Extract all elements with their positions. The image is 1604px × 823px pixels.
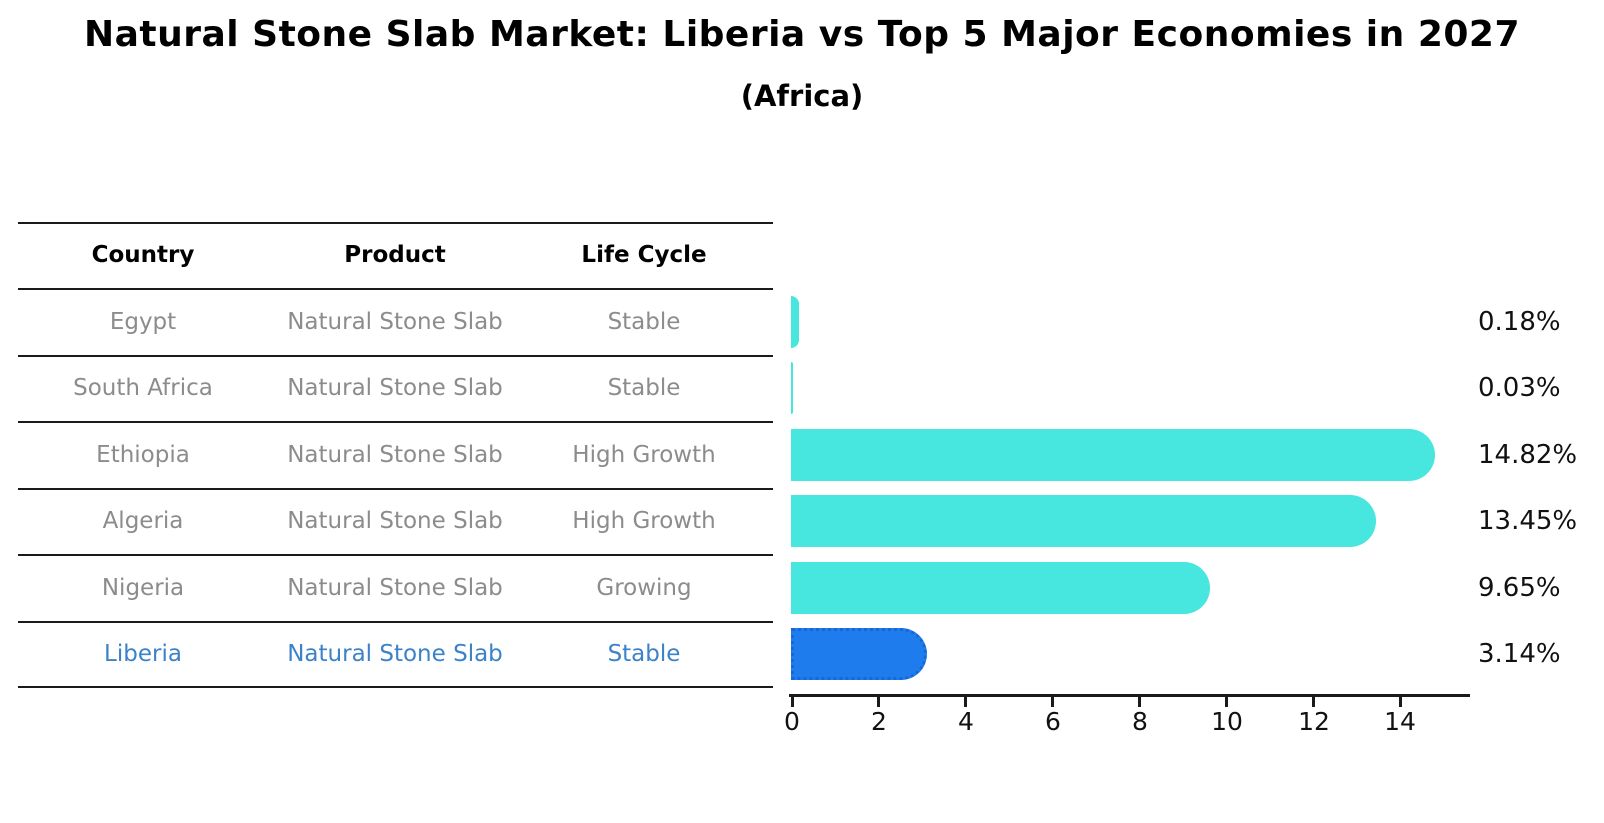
bar-value-label-algeria: 13.45% <box>1478 506 1578 536</box>
life-cycle-cell: Stable <box>607 641 681 667</box>
bar-liberia <box>791 628 927 680</box>
country-cell: South Africa <box>73 375 213 401</box>
x-axis-tick <box>1051 697 1054 707</box>
chart-subtitle: (Africa) <box>740 79 864 113</box>
x-axis-tick <box>1138 697 1141 707</box>
x-axis-tick-label: 4 <box>958 707 974 736</box>
row-rule <box>18 355 773 357</box>
x-axis-tick-label: 2 <box>871 707 887 736</box>
x-axis-tick-label: 0 <box>784 707 800 736</box>
column-header-country: Country <box>91 242 195 268</box>
product-cell: Natural Stone Slab <box>287 575 503 601</box>
bar-ethiopia <box>791 429 1435 481</box>
bar-value-label-liberia: 3.14% <box>1478 639 1561 669</box>
table-top-rule <box>18 222 773 224</box>
chart-title: Natural Stone Slab Market: Liberia vs To… <box>83 14 1521 55</box>
row-rule <box>18 488 773 490</box>
life-cycle-cell: High Growth <box>572 442 716 468</box>
life-cycle-cell: Growing <box>596 575 692 601</box>
product-cell: Natural Stone Slab <box>287 375 503 401</box>
country-cell: Ethiopia <box>96 442 190 468</box>
country-cell: Liberia <box>104 641 182 667</box>
x-axis-tick-label: 12 <box>1298 707 1330 736</box>
bar-south-africa <box>791 362 793 414</box>
country-cell: Algeria <box>102 508 184 534</box>
country-cell: Nigeria <box>101 575 185 601</box>
row-rule <box>18 421 773 423</box>
bar-value-label-egypt: 0.18% <box>1478 307 1561 337</box>
life-cycle-cell: Stable <box>607 309 681 335</box>
country-cell: Egypt <box>109 309 177 335</box>
x-axis-spine <box>789 694 1470 697</box>
x-axis-tick-label: 10 <box>1211 707 1243 736</box>
product-cell: Natural Stone Slab <box>287 309 503 335</box>
row-rule <box>18 554 773 556</box>
x-axis-tick-label: 8 <box>1132 707 1148 736</box>
x-axis-tick-label: 14 <box>1384 707 1416 736</box>
x-axis-tick <box>791 697 794 707</box>
bar-egypt <box>791 296 799 348</box>
table-bottom-rule <box>18 686 773 688</box>
x-axis-tick-label: 6 <box>1045 707 1061 736</box>
life-cycle-cell: High Growth <box>572 508 716 534</box>
x-axis-tick <box>964 697 967 707</box>
bar-nigeria <box>791 562 1210 614</box>
column-header-product: Product <box>344 242 446 268</box>
row-rule <box>18 621 773 623</box>
x-axis-tick <box>877 697 880 707</box>
x-axis-tick <box>1225 697 1228 707</box>
bar-value-label-nigeria: 9.65% <box>1478 573 1561 603</box>
bar-value-label-ethiopia: 14.82% <box>1478 440 1578 470</box>
table-header-rule <box>18 288 773 290</box>
product-cell: Natural Stone Slab <box>287 641 503 667</box>
bar-value-label-south-africa: 0.03% <box>1478 373 1561 403</box>
column-header-life-cycle: Life Cycle <box>581 242 707 268</box>
product-cell: Natural Stone Slab <box>287 442 503 468</box>
x-axis-tick <box>1312 697 1315 707</box>
bar-algeria <box>791 495 1376 547</box>
life-cycle-cell: Stable <box>607 375 681 401</box>
x-axis-tick <box>1399 697 1402 707</box>
product-cell: Natural Stone Slab <box>287 508 503 534</box>
